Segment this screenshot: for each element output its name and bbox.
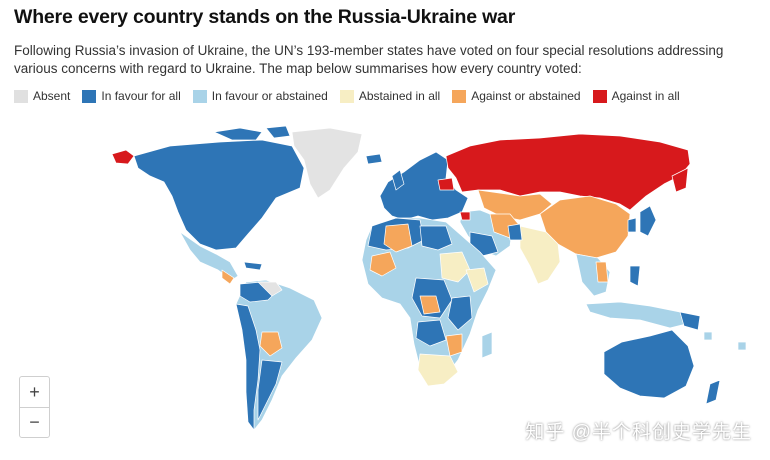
region-bolivia[interactable]: [259, 331, 283, 357]
region-pacific-islands-2[interactable]: [737, 341, 747, 351]
map-subtitle: Following Russia’s invasion of Ukraine, …: [14, 43, 724, 76]
zoom-out-button[interactable]: −: [20, 406, 49, 438]
legend-swatch-against-in-all: [592, 89, 607, 103]
watermark: 知乎 @半个科创史学先生: [525, 422, 752, 443]
legend-label-absent: Absent: [33, 89, 71, 103]
legend-item-against-or-abstained: Against or abstained: [452, 89, 581, 103]
region-russia-far-east[interactable]: [671, 167, 689, 193]
region-philippines[interactable]: [629, 265, 641, 287]
region-peru-chile[interactable]: [235, 303, 261, 431]
region-libya-egypt[interactable]: [419, 225, 453, 251]
legend-label-in-favour-or-abstained: In favour or abstained: [211, 89, 328, 103]
region-australia[interactable]: [603, 329, 695, 399]
region-vietnam[interactable]: [595, 261, 609, 283]
legend-swatch-in-favour-for-all: [82, 89, 97, 103]
region-sudan[interactable]: [439, 251, 471, 283]
region-indonesia[interactable]: [585, 301, 695, 329]
zoom-in-button[interactable]: +: [29, 381, 40, 402]
legend: Absent In favour for all In favour or ab…: [14, 89, 692, 103]
legend-swatch-abstained-in-all: [339, 89, 354, 103]
region-korea[interactable]: [627, 217, 637, 233]
region-east-africa[interactable]: [447, 295, 473, 331]
legend-label-abstained-in-all: Abstained in all: [358, 89, 441, 103]
region-argentina[interactable]: [257, 359, 283, 421]
legend-label-in-favour-for-all: In favour for all: [101, 89, 181, 103]
legend-item-against-in-all: Against in all: [592, 89, 680, 103]
world-map[interactable]: [0, 118, 770, 460]
region-new-zealand[interactable]: [705, 379, 721, 405]
region-ethiopia[interactable]: [465, 267, 489, 293]
region-angola[interactable]: [415, 319, 447, 347]
region-alaska-red[interactable]: [111, 149, 135, 165]
region-southern-africa[interactable]: [417, 353, 459, 387]
region-madagascar[interactable]: [481, 331, 493, 359]
region-algeria[interactable]: [383, 223, 413, 253]
region-uk[interactable]: [391, 169, 405, 191]
region-png[interactable]: [679, 311, 701, 331]
region-syria[interactable]: [459, 211, 471, 221]
region-pacific-islands[interactable]: [703, 331, 713, 341]
region-greenland[interactable]: [291, 127, 363, 199]
region-central-america[interactable]: [221, 269, 235, 285]
region-north-america[interactable]: [133, 139, 305, 251]
region-venezuela-absent[interactable]: [257, 281, 283, 297]
legend-item-absent: Absent: [14, 89, 70, 103]
zoom-control: + −: [19, 376, 50, 438]
legend-item-in-favour-for-all: In favour for all: [82, 89, 181, 103]
region-mozambique[interactable]: [445, 333, 463, 357]
region-belarus[interactable]: [437, 177, 455, 191]
legend-label-against-in-all: Against in all: [611, 89, 680, 103]
legend-swatch-against-or-abstained: [452, 89, 467, 103]
region-pakistan[interactable]: [507, 223, 523, 241]
legend-item-abstained-in-all: Abstained in all: [339, 89, 441, 103]
region-arctic-islands-2[interactable]: [265, 125, 291, 139]
map-title: Where every country stands on the Russia…: [14, 6, 516, 28]
region-arctic-islands[interactable]: [213, 127, 263, 141]
region-iceland[interactable]: [365, 153, 383, 165]
legend-swatch-in-favour-or-abstained: [192, 89, 207, 103]
region-mexico[interactable]: [179, 231, 239, 281]
legend-label-against-or-abstained: Against or abstained: [471, 89, 581, 103]
region-japan[interactable]: [639, 205, 657, 237]
legend-swatch-absent: [14, 89, 28, 103]
legend-item-in-favour-or-abstained: In favour or abstained: [192, 89, 328, 103]
region-india[interactable]: [519, 225, 561, 285]
region-mali[interactable]: [369, 251, 397, 277]
region-congo[interactable]: [419, 295, 441, 315]
region-caribbean[interactable]: [243, 261, 263, 271]
